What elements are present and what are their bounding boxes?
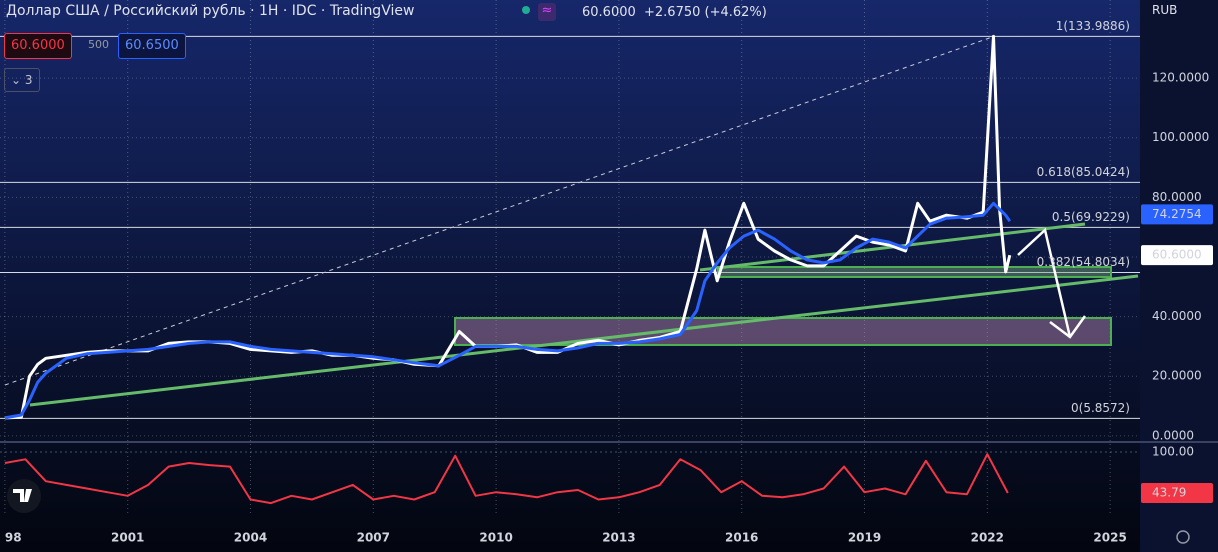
series-line	[4, 453, 1009, 505]
last-value-label: 43.79	[1152, 486, 1186, 500]
price-change: +2.6750 (+4.62%)	[644, 5, 767, 20]
fib-label: 0(5.8572)	[1071, 401, 1130, 415]
arrow	[1017, 227, 1087, 339]
drawings	[4, 35, 1139, 407]
trend-dashed	[4, 35, 996, 386]
grid	[0, 0, 1140, 515]
arrow-head	[1049, 315, 1087, 339]
indicators-count: 3	[24, 73, 33, 87]
indicators-toggle[interactable]: ⌄ 3	[4, 68, 40, 92]
fib-label: 1(133.9886)	[1056, 19, 1130, 33]
x-tick-label: 2004	[234, 531, 267, 545]
series-layer	[4, 34, 1012, 505]
symbol-title[interactable]: Доллар США / Российский рубль · 1Н · IDC…	[6, 3, 415, 19]
sell-button[interactable]: 60.6000	[4, 33, 72, 59]
fib-label: 0.618(85.0424)	[1037, 165, 1130, 179]
x-tick-label: 2019	[848, 531, 881, 545]
last-value-label: 74.2754	[1152, 207, 1202, 221]
last-price: 60.6000	[582, 5, 636, 20]
y-tick-label: 100.0000	[1152, 130, 1209, 144]
y-tick-label: 120.0000	[1152, 71, 1209, 85]
axis-background	[1140, 0, 1218, 552]
settings-icon[interactable]	[1176, 530, 1190, 544]
fib-label: 0.5(69.9229)	[1052, 210, 1130, 224]
x-tick-label: 2022	[971, 531, 1004, 545]
status-icon: ≈	[538, 3, 556, 21]
x-tick-label: 2016	[725, 531, 758, 545]
x-tick-label: 2001	[111, 531, 144, 545]
x-tick-label: 2007	[357, 531, 390, 545]
x-tick-label: 2010	[479, 531, 512, 545]
y-tick-label: 40.0000	[1152, 309, 1202, 323]
series-line	[4, 201, 1012, 420]
last-value-label: 60.6000	[1152, 248, 1202, 262]
y-tick-label: 100.00	[1152, 445, 1194, 459]
fib-label: 0.382(54.8034)	[1037, 255, 1130, 269]
x-tick-label: 2013	[602, 531, 635, 545]
x-tick-label: 2025	[1093, 531, 1126, 545]
y-tick-label: 0.0000	[1152, 428, 1194, 442]
logo	[7, 479, 41, 513]
spread: 500	[88, 38, 109, 51]
zone-upper	[717, 266, 1112, 278]
status-dot	[522, 6, 530, 14]
y-tick-label: 20.0000	[1152, 369, 1202, 383]
zone-lower	[454, 317, 1112, 346]
last-value-badge	[1141, 245, 1213, 266]
last-value-badge	[1141, 483, 1213, 504]
currency[interactable]: RUB	[1152, 3, 1178, 17]
buy-button[interactable]: 60.6500	[118, 33, 186, 59]
x-tick-label: 98	[5, 531, 22, 545]
trend-support	[29, 274, 1139, 407]
logo-mark	[13, 489, 32, 502]
y-tick-label: 80.0000	[1152, 190, 1202, 204]
last-value-badge	[1141, 204, 1213, 225]
forecast-arrow	[1017, 227, 1072, 338]
